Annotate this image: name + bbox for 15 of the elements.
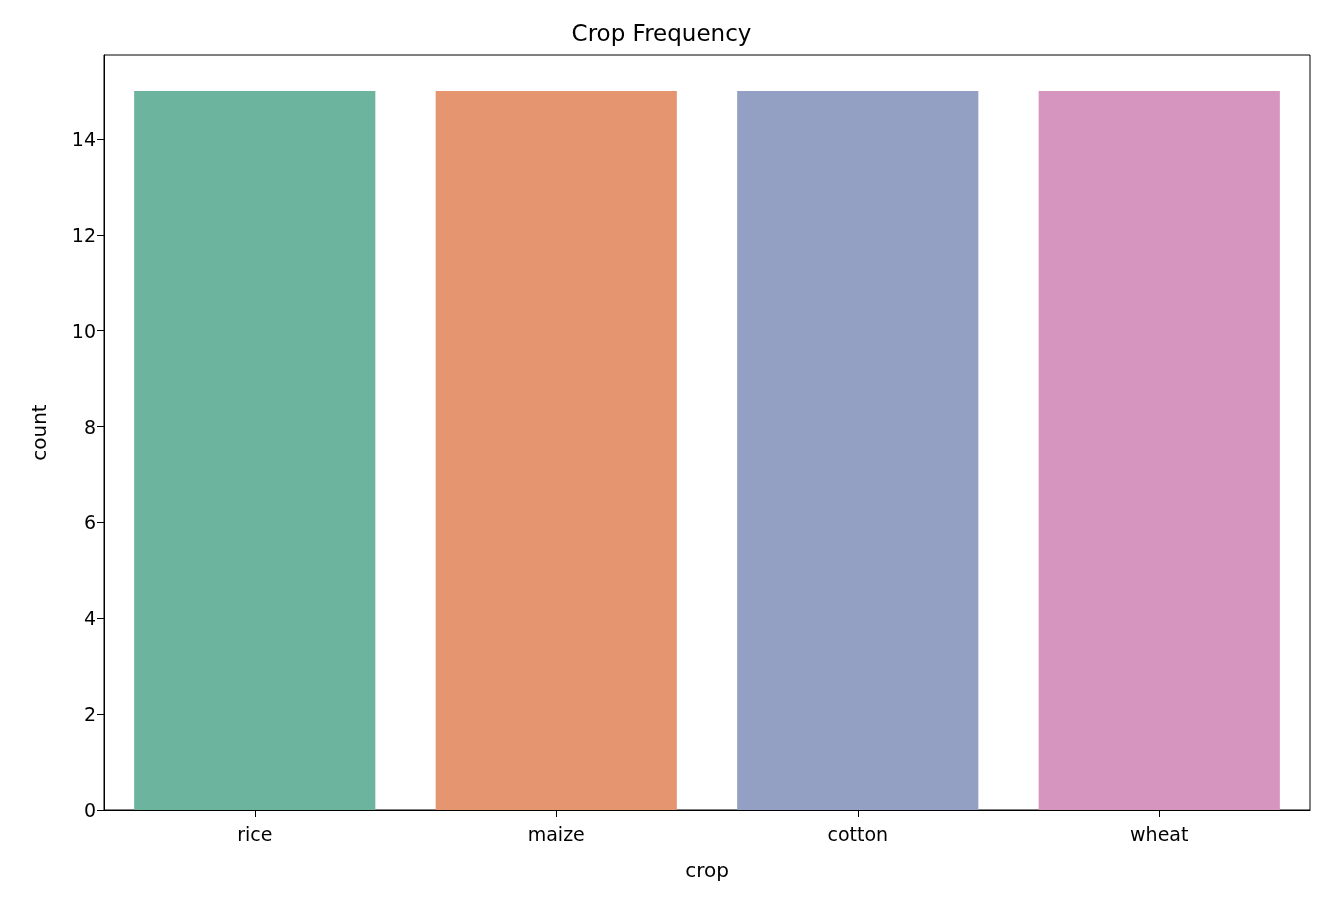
y-tick-label: 6 <box>83 511 96 534</box>
x-tick-label: rice <box>237 822 273 845</box>
x-tick-label: maize <box>527 822 585 845</box>
y-tick-label: 10 <box>71 319 96 342</box>
y-tick-label: 0 <box>83 799 96 821</box>
y-tick-label: 8 <box>83 415 96 438</box>
y-axis-title: count <box>27 404 51 461</box>
y-tick-label: 2 <box>83 703 96 726</box>
y-tick-label: 12 <box>71 223 96 246</box>
y-tick-label: 4 <box>83 607 96 630</box>
x-axis-title: crop <box>685 858 729 882</box>
x-tick-label: cotton <box>827 822 889 845</box>
x-tick-label: wheat <box>1130 822 1189 845</box>
y-tick-label: 14 <box>71 127 96 150</box>
chart-title: Crop Frequency <box>571 19 752 46</box>
